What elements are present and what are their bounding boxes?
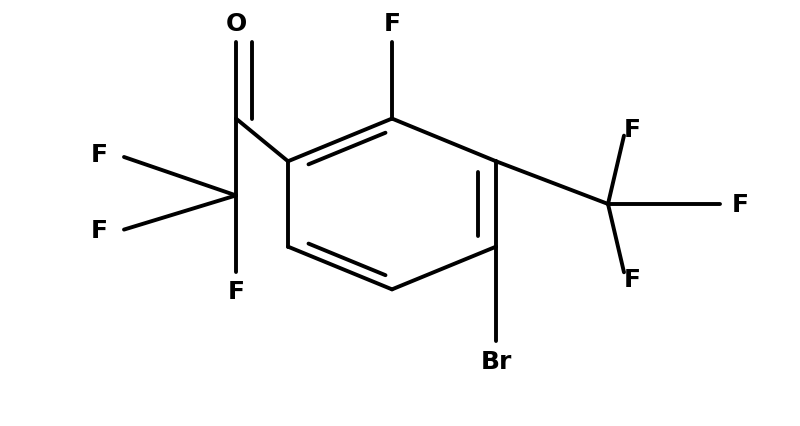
Text: F: F — [383, 12, 401, 36]
Text: F: F — [227, 279, 245, 303]
Text: F: F — [624, 267, 641, 291]
Text: F: F — [624, 118, 641, 142]
Text: F: F — [91, 219, 108, 243]
Text: O: O — [226, 12, 246, 36]
Text: F: F — [91, 142, 108, 166]
Text: F: F — [732, 193, 749, 216]
Text: Br: Br — [480, 349, 512, 373]
